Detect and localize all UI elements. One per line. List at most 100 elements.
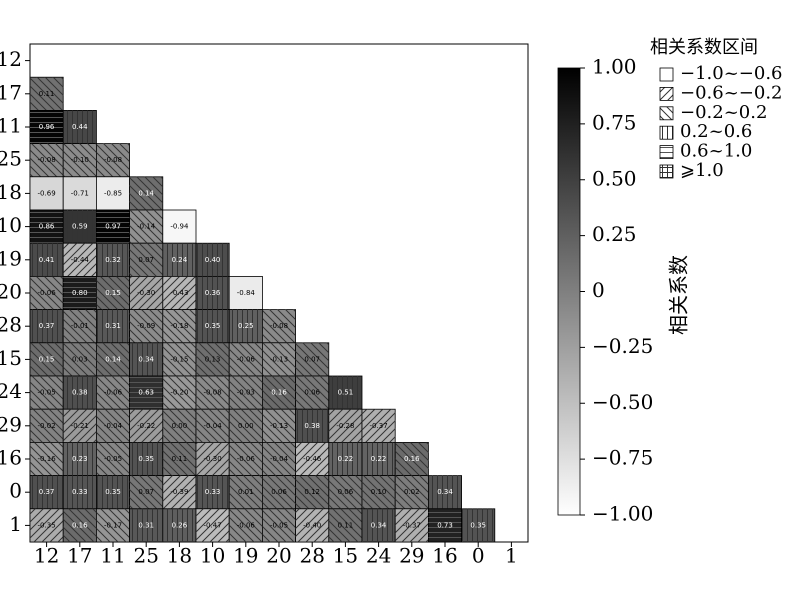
cell-value-label: 0.11 — [338, 521, 354, 529]
cell-value-label: 0.16 — [72, 521, 88, 529]
x-tick-label: 1 — [505, 544, 518, 568]
y-tick-label: 16 — [0, 446, 22, 470]
cell-hatch — [30, 243, 64, 277]
cell-hatch — [162, 376, 196, 410]
colorbar-tick-label: 0 — [592, 278, 605, 302]
y-tick-label: 25 — [0, 147, 22, 171]
cell-value-label: 0.86 — [39, 223, 55, 231]
cell-value-label: 0.33 — [72, 488, 88, 496]
cell-hatch — [30, 409, 64, 443]
colorbar-tick-label: 1.00 — [592, 55, 637, 79]
cell-value-label: 0.22 — [371, 455, 387, 463]
cell-value-label: 0.11 — [39, 90, 55, 98]
cell-value-label: -0.30 — [137, 289, 155, 297]
cell-value-label: 0.15 — [105, 289, 121, 297]
cell-hatch — [196, 376, 230, 410]
cell-value-label: 0.33 — [205, 488, 221, 496]
cell-hatch — [395, 508, 429, 542]
colorbar-tick-label: −1.00 — [592, 502, 653, 526]
cell-value-label: -0.02 — [38, 422, 56, 430]
cell-hatch — [162, 342, 196, 376]
cell-hatch — [196, 276, 230, 310]
cell-hatch — [395, 442, 429, 476]
cell-value-label: 0.00 — [238, 422, 254, 430]
cell-value-label: 0.06 — [304, 389, 320, 397]
colorbar-tick-label: 0.50 — [592, 166, 637, 190]
cell-hatch — [96, 210, 130, 244]
cell-hatch — [229, 342, 263, 376]
legend-title: 相关系数区间 — [650, 37, 758, 58]
cell-value-label: 0.01 — [238, 488, 254, 496]
cell-hatch — [63, 409, 97, 443]
cell-hatch — [196, 342, 230, 376]
cell-hatch — [162, 475, 196, 509]
legend-swatch — [659, 164, 674, 179]
cell-value-label: -0.05 — [104, 455, 122, 463]
legend-swatch — [659, 67, 674, 82]
cell-value-label: -0.13 — [270, 355, 288, 363]
cell-value-label: 0.38 — [304, 422, 320, 430]
cell-hatch — [129, 309, 163, 343]
cell-hatch — [129, 409, 163, 443]
cell-hatch — [229, 508, 263, 542]
x-tick-label: 10 — [200, 544, 225, 568]
cell-hatch — [328, 376, 362, 410]
cell-value-label: 0.13 — [205, 355, 221, 363]
cell-value-label: 0.12 — [304, 488, 320, 496]
cell-value-label: -0.18 — [170, 322, 188, 330]
cell-value-label: -0.06 — [104, 389, 123, 397]
cell-hatch — [162, 409, 196, 443]
cell-hatch — [30, 442, 64, 476]
cell-hatch — [96, 508, 130, 542]
cell-value-label: 0.02 — [404, 488, 420, 496]
cell-value-label: -0.69 — [38, 189, 56, 197]
cell-hatch — [162, 276, 196, 310]
cell-hatch — [328, 508, 362, 542]
cell-hatch — [295, 376, 329, 410]
cell-value-label: 0.41 — [39, 256, 55, 264]
y-tick-label: 28 — [0, 313, 22, 337]
cell-hatch — [295, 442, 329, 476]
x-tick-label: 17 — [67, 544, 92, 568]
cell-hatch — [362, 508, 396, 542]
cell-hatch — [129, 210, 163, 244]
cell-value-label: -0.06 — [237, 355, 256, 363]
cell-value-label: 0.35 — [138, 455, 154, 463]
cell-value-label: -0.01 — [71, 322, 89, 330]
x-tick-label: 15 — [333, 544, 358, 568]
cell-value-label: 0.06 — [271, 488, 287, 496]
cell-value-label: -0.94 — [170, 223, 189, 231]
cell-hatch — [96, 243, 130, 277]
cell-hatch — [395, 475, 429, 509]
cell-value-label: -0.08 — [270, 322, 288, 330]
heatmap-cell — [29, 176, 64, 211]
cell-value-label: -0.16 — [38, 455, 57, 463]
cell-value-label: 0.35 — [105, 488, 121, 496]
cell-hatch — [63, 475, 97, 509]
x-tick-label: 12 — [34, 544, 59, 568]
cell-hatch — [262, 508, 296, 542]
cell-hatch — [96, 376, 130, 410]
cell-hatch — [229, 409, 263, 443]
legend-label: ⩾1.0 — [680, 160, 724, 181]
cell-value-label: -0.46 — [303, 455, 322, 463]
cell-value-label: -0.37 — [403, 521, 421, 529]
cell-value-label: 0.63 — [138, 389, 154, 397]
x-tick-label: 0 — [472, 544, 485, 568]
cell-hatch — [196, 409, 230, 443]
cell-hatch — [30, 309, 64, 343]
cell-hatch — [229, 442, 263, 476]
cell-hatch — [63, 143, 97, 177]
cell-hatch — [63, 376, 97, 410]
cell-value-label: -0.21 — [71, 422, 89, 430]
cell-hatch — [262, 475, 296, 509]
cell-value-label: 0.73 — [437, 521, 453, 529]
cell-hatch — [63, 442, 97, 476]
cell-value-label: -0.06 — [237, 521, 256, 529]
cell-value-label: 0.15 — [39, 355, 55, 363]
cell-value-label: -0.05 — [270, 521, 288, 529]
legend-label: −1.0~−0.6 — [680, 63, 783, 84]
cell-value-label: -0.04 — [270, 455, 289, 463]
cell-hatch — [30, 77, 64, 111]
cell-value-label: 0.16 — [404, 455, 420, 463]
